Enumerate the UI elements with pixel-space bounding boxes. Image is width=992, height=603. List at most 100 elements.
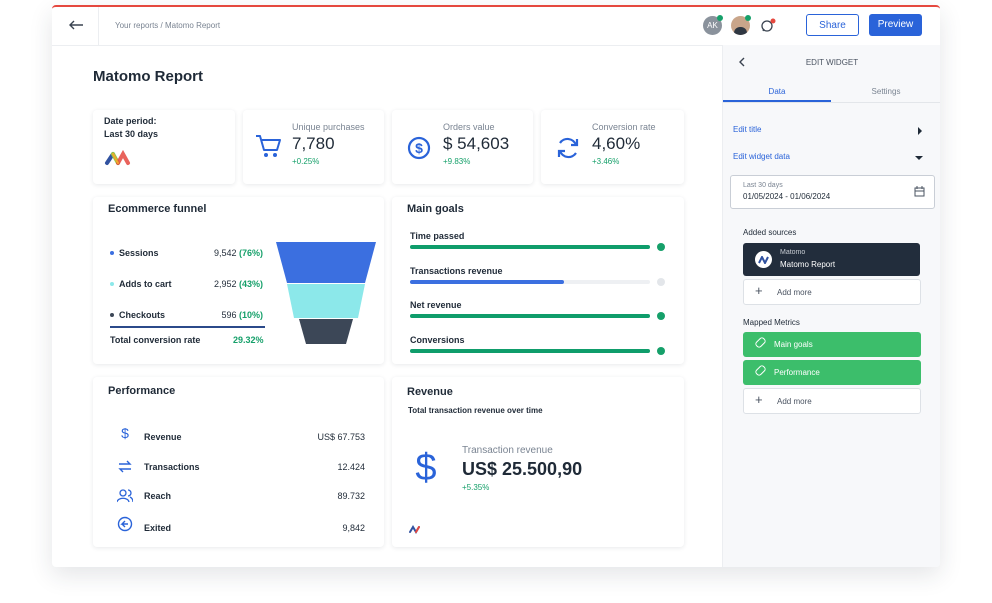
goal-track — [410, 279, 650, 284]
source-name: Matomo Report — [780, 260, 836, 269]
goals-card: Main goals Time passed Transactions reven… — [392, 197, 684, 364]
goal-progress — [410, 348, 650, 353]
date-range-input[interactable]: Last 30 days 01/05/2024 - 01/06/2024 — [730, 175, 935, 209]
app-window: Your reports / Matomo Report AK Share Pr… — [52, 5, 940, 567]
perf-name: Revenue — [144, 432, 182, 442]
performance-card: Performance $ Revenue US$ 67.753 Transacti… — [93, 377, 384, 547]
step-name: Sessions — [119, 248, 159, 258]
goal-name: Net revenue — [410, 300, 462, 310]
card-title: Performance — [108, 385, 176, 397]
goal-name: Transactions revenue — [410, 265, 503, 276]
source-logo-mark — [758, 256, 769, 264]
chevron-down — [915, 156, 923, 160]
dollar-icon: $ — [407, 136, 431, 160]
breadcrumb[interactable]: Your reports / Matomo Report — [115, 21, 221, 30]
tab[interactable]: Settings — [871, 87, 901, 96]
step-value: 9,542 — [213, 248, 237, 258]
funnel-card: Ecommerce funnel Sessions 9,542 (76%) Adds… — [93, 197, 384, 364]
status-dot — [745, 15, 751, 21]
step-dot — [110, 251, 114, 255]
matomo-logo — [105, 150, 130, 165]
metric-label: Performance — [774, 368, 820, 377]
step-percent: (76%) — [238, 248, 263, 258]
step-name: Checkouts — [119, 310, 166, 320]
kpi-card: Unique purchases 7,780 +0.25% — [243, 110, 384, 184]
step-figures: 596 (10%) — [183, 310, 263, 320]
perf-value: 12.424 — [337, 462, 365, 472]
revenue-card: Revenue Total transaction revenue over t… — [392, 377, 684, 547]
total-divider — [110, 326, 265, 328]
status-dot — [717, 15, 723, 21]
goal-check — [657, 346, 665, 355]
date-range-value: 01/05/2024 - 01/06/2024 — [743, 192, 831, 201]
tab-divider — [723, 102, 940, 103]
edit-title[interactable]: Edit title — [733, 125, 762, 134]
perf-name: Exited — [144, 523, 172, 533]
source-provider: Matomo — [780, 249, 806, 256]
cart-icon — [256, 135, 281, 157]
tab[interactable]: Data — [768, 87, 786, 96]
refresh-icon — [557, 137, 579, 159]
perf-value: US$ 67.753 — [317, 432, 365, 442]
goal-check — [657, 312, 665, 320]
kpi-value: 4,60% — [592, 134, 641, 153]
share-button[interactable]: Share — [806, 14, 859, 36]
goal-track — [410, 348, 650, 353]
goal-name: Conversions — [410, 334, 465, 345]
calendar-icon — [914, 186, 925, 197]
kpi-value: 7,780 — [292, 134, 335, 153]
date-range-label: Last 30 days — [743, 182, 783, 189]
perf-name: Transactions — [144, 462, 200, 472]
add-metric-button[interactable]: + Add more — [743, 388, 921, 414]
divider — [98, 7, 99, 45]
step-figures: 2,952 (43%) — [183, 279, 263, 289]
panel-title: EDIT WIDGET — [805, 58, 859, 67]
performance-icons: $ — [117, 425, 133, 532]
metric-button[interactable]: Performance — [743, 360, 921, 385]
perf-value: 89.732 — [337, 491, 365, 501]
kpi-value: $ 54,603 — [443, 134, 510, 153]
date-label: Date period: — [104, 116, 157, 126]
panel-back[interactable] — [738, 57, 746, 67]
step-value: 596 — [221, 310, 237, 320]
metric-button[interactable]: Main goals — [743, 332, 921, 357]
total-label: Total conversion rate — [110, 335, 201, 345]
plus-icon: + — [755, 392, 763, 407]
step-value: 2,952 — [213, 279, 237, 289]
kpi-label: Conversion rate — [592, 122, 656, 132]
step-dot — [110, 282, 114, 286]
kpi-change: +9.83% — [443, 157, 471, 166]
date-value: Last 30 days — [104, 129, 159, 139]
card-title: Main goals — [407, 203, 464, 215]
kpi-change: +0.25% — [292, 157, 320, 166]
step-percent: (43%) — [238, 279, 263, 289]
step-figures: 9,542 (76%) — [183, 248, 263, 258]
comments-icon[interactable] — [760, 18, 776, 34]
edit-data[interactable]: Edit widget data — [733, 152, 790, 161]
section-title: Mapped Metrics — [743, 318, 800, 327]
add-more-label: Add more — [777, 288, 812, 297]
card-subtitle: Total transaction revenue over time — [408, 406, 543, 415]
back-arrow[interactable] — [68, 20, 84, 30]
source-item[interactable]: Matomo Matomo Report — [743, 243, 920, 276]
metric-label: Transaction revenue — [462, 445, 553, 456]
link-icon — [754, 336, 767, 349]
goal-check — [657, 243, 665, 251]
perf-value: 9,842 — [342, 523, 365, 533]
goal-progress — [410, 245, 650, 249]
step-name: Adds to cart — [119, 279, 172, 289]
step-dot — [110, 313, 114, 317]
date-card: Date period: Last 30 days — [93, 110, 235, 184]
preview-button[interactable]: Preview — [869, 14, 922, 36]
add-source-button[interactable]: + Add more — [743, 279, 921, 305]
avatar[interactable]: AK — [703, 16, 722, 35]
goal-name: Time passed — [410, 231, 465, 241]
kpi-card: Conversion rate 4,60% +3.46% — [541, 110, 684, 184]
avatar-photo[interactable] — [731, 16, 750, 35]
kpi-label: Unique purchases — [292, 122, 365, 132]
chevron-right — [918, 127, 922, 135]
svg-text:$: $ — [121, 425, 129, 441]
plus-icon: + — [755, 283, 763, 298]
kpi-label: Orders value — [443, 122, 495, 132]
